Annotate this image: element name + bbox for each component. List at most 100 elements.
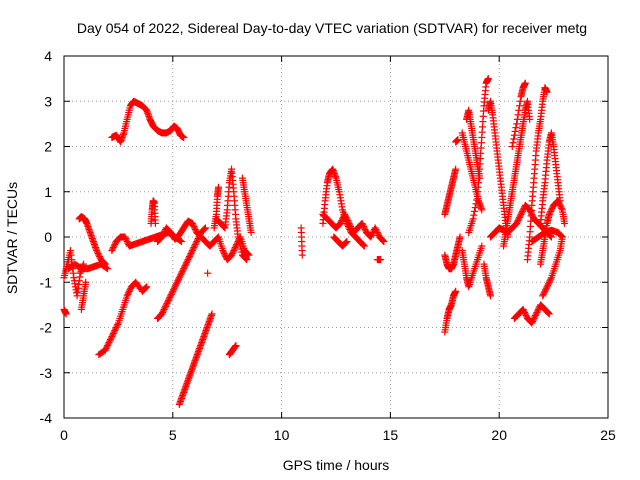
data-point-arc11 (174, 277, 182, 285)
data-point-arc6 (101, 346, 109, 354)
data-point-arc11 (178, 268, 186, 276)
data-point-arc15 (234, 233, 242, 241)
data-point-arc11 (177, 271, 185, 279)
y-tick-label: 3 (44, 93, 52, 109)
data-point-arc10 (220, 250, 228, 258)
data-point-arc11 (200, 225, 208, 233)
data-point-arc8 (178, 238, 186, 246)
data-point-arc11 (176, 272, 184, 280)
data-point-arc10 (230, 245, 238, 253)
data-point-arc5 (82, 278, 90, 286)
data-point-arc11 (170, 286, 178, 294)
data-point-arc15 (238, 248, 246, 256)
data-point-arc20 (373, 228, 381, 236)
data-point-arc10 (219, 247, 227, 255)
data-point-arc10 (220, 248, 228, 256)
data-point-arc11 (187, 250, 195, 258)
data-point-arc6 (107, 334, 115, 342)
data-point-arc35 (515, 106, 523, 114)
data-point-arc8 (121, 233, 129, 241)
data-point-arc10 (159, 230, 167, 238)
data-point-arc20 (343, 215, 351, 223)
data-point-arc10 (245, 251, 253, 259)
data-point-arc8 (122, 235, 130, 243)
data-point-arc11 (175, 274, 183, 282)
y-tick-label: 2 (44, 139, 52, 155)
data-point-arc20 (341, 210, 349, 218)
data-point-arc11 (186, 251, 194, 259)
data-point-arc20 (359, 221, 367, 229)
data-point-arc11 (185, 254, 193, 262)
data-point-arc11 (180, 263, 188, 271)
data-point-arc11 (168, 289, 176, 297)
data-point-arc11 (171, 283, 179, 291)
data-point-arc6 (111, 327, 119, 335)
data-point-arc11 (190, 244, 198, 252)
data-point-arc11 (178, 269, 186, 277)
data-point-arc10 (229, 248, 237, 256)
data-point-arc6 (109, 331, 117, 339)
data-point-arc11 (201, 224, 209, 232)
data-point-arc20 (368, 231, 376, 239)
data-point-arc10 (188, 219, 196, 227)
data-point-arc20 (360, 222, 368, 230)
data-point-arc6 (103, 343, 111, 351)
data-point-arc2 (62, 310, 70, 318)
data-point-arc35 (511, 127, 519, 135)
data-point-arc11 (164, 296, 172, 304)
data-point-arc11 (182, 260, 190, 268)
data-point-arc10 (228, 251, 236, 259)
data-point-arc6 (106, 336, 114, 344)
data-point-arc11 (162, 301, 170, 309)
data-point-arc8 (110, 242, 118, 250)
data-point-arc20 (347, 224, 355, 232)
data-point-arc11 (189, 245, 197, 253)
data-point-arc11 (201, 225, 209, 233)
data-point-arc35 (508, 143, 516, 150)
data-point-arc11 (166, 293, 174, 301)
data-point-arc20 (337, 218, 345, 226)
data-point-arc6 (104, 342, 112, 350)
data-point-arc11 (172, 280, 180, 288)
data-point-arc20 (360, 224, 368, 232)
data-point-arc15 (235, 236, 243, 244)
data-point-arc4 (94, 250, 102, 258)
data-point-arc11 (161, 304, 169, 312)
data-point-arc35 (513, 115, 521, 123)
data-point-arc20 (344, 216, 352, 224)
data-point-arc3 (104, 265, 112, 273)
data-point-arc11 (162, 302, 170, 310)
data-point-arc6 (105, 339, 113, 347)
data-point-arc8 (123, 238, 131, 246)
data-point-arc15 (242, 255, 250, 263)
x-tick-label: 5 (169, 427, 177, 443)
data-point-arc11 (191, 242, 199, 250)
data-point-arc3 (102, 264, 110, 272)
data-point-arc14 (214, 183, 222, 191)
data-point-arc30 (470, 211, 478, 219)
data-point-arc35 (513, 120, 521, 128)
data-point-arc19 (359, 241, 367, 249)
data-point-arc35 (516, 97, 524, 105)
y-tick-label: -1 (40, 274, 53, 290)
data-point-arc6 (106, 337, 114, 345)
data-point-arc20 (372, 225, 380, 233)
data-point-arc35 (516, 102, 524, 110)
data-point-arc10 (230, 247, 238, 255)
data-point-arc15 (236, 242, 244, 250)
data-point-arc11 (184, 256, 192, 264)
data-point-arc6 (124, 290, 132, 298)
data-point-arc10 (190, 222, 198, 230)
y-tick-label: -2 (40, 320, 53, 336)
data-point-arc10 (221, 251, 229, 259)
data-point-arc20 (347, 222, 355, 230)
data-point-arc6 (141, 284, 149, 292)
data-point-arc11 (165, 295, 173, 303)
data-point-arc11 (164, 298, 172, 306)
data-point-arc4 (96, 253, 104, 261)
data-point-arc4 (95, 251, 103, 259)
data-point-arc10 (231, 244, 239, 252)
data-point-arc8 (109, 244, 117, 252)
data-point-arc4 (93, 248, 101, 256)
